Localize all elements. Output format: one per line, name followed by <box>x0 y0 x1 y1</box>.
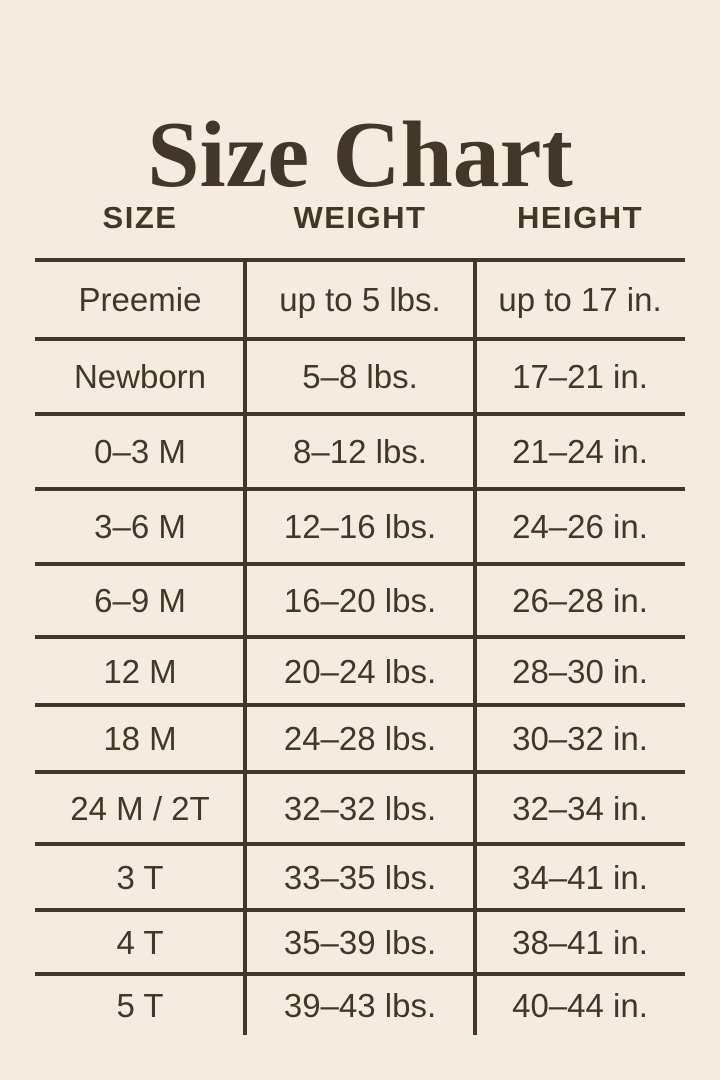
column-header-size: SIZE <box>102 200 178 235</box>
column-divider-1 <box>243 258 247 1035</box>
cell-size: 0–3 M <box>94 433 186 470</box>
table-row: 18 M 24–28 lbs. 30–32 in. <box>35 703 685 770</box>
cell-height: up to 17 in. <box>498 281 662 318</box>
cell-size: 24 M / 2T <box>70 789 210 827</box>
table-row: 0–3 M 8–12 lbs. 21–24 in. <box>35 412 685 487</box>
cell-height: 30–32 in. <box>512 720 648 757</box>
cell-size: 3–6 M <box>94 508 186 545</box>
page-title: Size Chart <box>147 102 573 207</box>
table-row: 4 T 35–39 lbs. 38–41 in. <box>35 908 685 972</box>
cell-weight: 33–35 lbs. <box>283 858 437 896</box>
table-row: Newborn 5–8 lbs. 17–21 in. <box>35 337 685 412</box>
column-divider-2 <box>473 258 477 1035</box>
cell-height: 26–28 in. <box>512 582 648 619</box>
table-header-row: SIZE WEIGHT HEIGHT <box>35 182 685 254</box>
table-row: 5 T 39–43 lbs. 40–44 in. <box>35 972 685 1035</box>
cell-height: 24–26 in. <box>512 508 648 545</box>
table-rows: Preemie up to 5 lbs. up to 17 in. Newborn 5–… <box>35 258 685 1035</box>
column-header-weight: WEIGHT <box>293 200 427 235</box>
cell-size: Newborn <box>73 358 207 395</box>
cell-weight: 35–39 lbs. <box>283 923 437 961</box>
cell-weight: 5–8 lbs. <box>302 358 418 395</box>
table-body: Preemie up to 5 lbs. up to 17 in. Newborn 5–… <box>35 258 685 1035</box>
cell-size: 6–9 M <box>94 582 186 619</box>
table-row: Preemie up to 5 lbs. up to 17 in. <box>35 258 685 337</box>
table-row: 3 T 33–35 lbs. 34–41 in. <box>35 842 685 908</box>
cell-size: Preemie <box>78 281 202 318</box>
cell-size: 4 T <box>116 923 164 961</box>
cell-height: 38–41 in. <box>512 923 648 961</box>
cell-weight: 39–43 lbs. <box>283 987 437 1024</box>
cell-size: 18 M <box>103 720 177 757</box>
cell-height: 34–41 in. <box>512 858 648 896</box>
cell-height: 32–34 in. <box>512 789 648 827</box>
table-row: 12 M 20–24 lbs. 28–30 in. <box>35 635 685 703</box>
cell-weight: 20–24 lbs. <box>283 652 437 690</box>
cell-height: 40–44 in. <box>512 987 648 1024</box>
cell-weight: 24–28 lbs. <box>283 720 437 757</box>
cell-weight: 8–12 lbs. <box>293 433 427 470</box>
cell-height: 28–30 in. <box>512 652 648 690</box>
cell-height: 21–24 in. <box>512 433 648 470</box>
table-row: 24 M / 2T 32–32 lbs. 32–34 in. <box>35 770 685 842</box>
table-row: 6–9 M 16–20 lbs. 26–28 in. <box>35 562 685 635</box>
cell-weight: 12–16 lbs. <box>283 508 437 545</box>
cell-height: 17–21 in. <box>512 358 648 395</box>
cell-size: 12 M <box>103 652 177 690</box>
cell-size: 3 T <box>116 858 164 896</box>
cell-size: 5 T <box>116 987 164 1024</box>
cell-weight: 16–20 lbs. <box>283 582 437 619</box>
column-header-height: HEIGHT <box>516 200 644 235</box>
cell-weight: 32–32 lbs. <box>283 789 437 827</box>
table-row: 3–6 M 12–16 lbs. 24–26 in. <box>35 487 685 562</box>
cell-weight: up to 5 lbs. <box>279 281 441 318</box>
